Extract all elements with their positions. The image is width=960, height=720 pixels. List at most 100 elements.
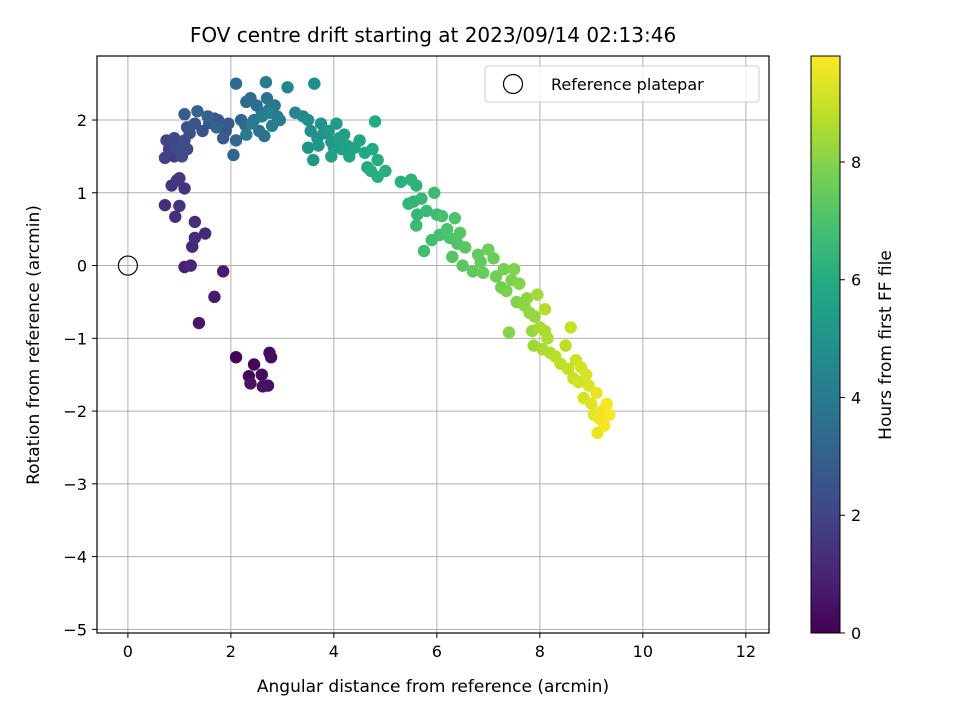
data-point (170, 141, 184, 154)
data-point (330, 117, 343, 130)
legend-label: Reference platepar (551, 75, 704, 94)
data-point (420, 204, 433, 218)
colorbar-label: Hours from first FF file (876, 250, 896, 440)
data-point (281, 81, 294, 94)
data-point (255, 368, 268, 381)
data-point (502, 326, 516, 339)
y-axis-ticks: −5 −4 −3 −2 −1 0 1 2 (63, 111, 97, 639)
data-point (216, 132, 230, 145)
data-point (585, 397, 598, 411)
data-point (402, 197, 415, 210)
data-point (453, 226, 467, 240)
data-point (260, 92, 274, 105)
data-point (208, 290, 221, 304)
data-point (240, 128, 253, 141)
data-point (600, 397, 613, 411)
data-point (477, 266, 490, 280)
y-tick-label: 0 (77, 257, 87, 276)
data-point (158, 198, 172, 212)
colorbar: 0 2 4 6 8 Hours from first FF file (810, 55, 896, 643)
data-point (184, 259, 197, 272)
data-point (263, 106, 276, 119)
data-point (410, 219, 423, 232)
data-point (173, 199, 186, 213)
data-point (198, 227, 212, 240)
x-tick-label: 8 (535, 642, 545, 661)
chart-title: FOV centre drift starting at 2023/09/14 … (190, 23, 676, 47)
data-point (188, 231, 202, 245)
data-point (192, 316, 206, 330)
data-point (394, 175, 408, 189)
y-axis-label: Rotation from reference (arcmin) (24, 205, 44, 485)
x-axis-label: Angular distance from reference (arcmin) (257, 677, 609, 697)
data-points (158, 75, 616, 440)
data-point (528, 310, 541, 323)
data-point (265, 119, 279, 133)
data-point (497, 262, 511, 276)
data-point (173, 172, 186, 185)
data-point (368, 115, 382, 128)
data-point (216, 265, 230, 278)
data-point (466, 265, 480, 278)
y-tick-label: −3 (63, 475, 87, 494)
data-point (520, 292, 534, 305)
data-point (301, 141, 315, 154)
data-point (561, 362, 575, 376)
colorbar-tick-label: 6 (851, 271, 861, 290)
data-point (513, 277, 526, 290)
data-point (582, 379, 595, 392)
data-point (178, 182, 191, 195)
data-point (474, 255, 487, 269)
data-point (259, 75, 273, 89)
data-point (325, 150, 338, 163)
data-point (244, 377, 257, 390)
data-point (487, 252, 500, 265)
data-point (264, 351, 278, 364)
data-point (201, 110, 214, 123)
data-point (458, 241, 472, 254)
y-tick-label: 2 (77, 111, 87, 130)
data-point (229, 77, 243, 90)
legend-box (484, 65, 760, 103)
data-point (379, 164, 392, 178)
data-point (598, 419, 611, 432)
data-point (531, 288, 544, 301)
data-point (590, 386, 603, 400)
data-point (301, 113, 315, 127)
data-point (410, 179, 423, 192)
data-point (227, 148, 240, 162)
plot-frame (96, 55, 770, 634)
y-tick-label: 1 (77, 184, 87, 203)
data-point (247, 358, 261, 371)
data-point (489, 270, 503, 283)
data-point (579, 368, 593, 381)
data-point (538, 303, 552, 316)
data-point (178, 108, 191, 121)
data-point (322, 124, 335, 138)
grid-lines (97, 56, 769, 633)
colorbar-tick-label: 2 (851, 506, 861, 525)
data-point (428, 186, 441, 199)
y-tick-label: −5 (63, 620, 87, 639)
data-point (314, 117, 328, 130)
data-point (603, 408, 616, 421)
data-point (541, 332, 554, 345)
data-point (417, 244, 431, 258)
y-tick-label: −4 (63, 548, 87, 567)
colorbar-tick-label: 4 (851, 388, 861, 407)
data-point (188, 215, 202, 229)
data-point (415, 192, 428, 205)
data-point (210, 121, 223, 134)
data-point (256, 380, 270, 393)
data-point (366, 142, 379, 156)
data-point (448, 212, 462, 225)
data-point (191, 105, 204, 118)
data-point (507, 262, 521, 276)
x-tick-label: 2 (226, 642, 236, 661)
legend-marker-open-circle (502, 73, 524, 95)
data-point (564, 321, 577, 334)
data-point (337, 128, 351, 141)
data-point (229, 351, 243, 364)
data-point (308, 77, 321, 90)
